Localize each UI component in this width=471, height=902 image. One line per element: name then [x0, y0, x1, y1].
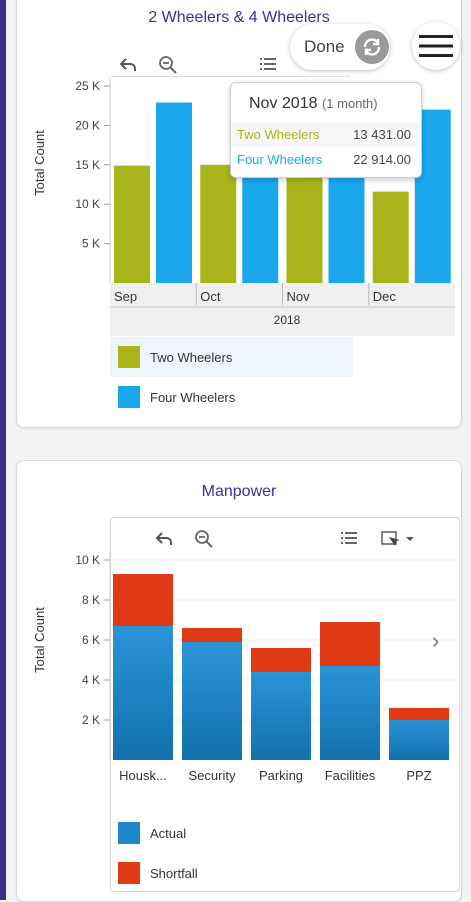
select-icon[interactable]: [378, 527, 418, 551]
y-tick-label: 4 K: [82, 673, 100, 687]
hamburger-menu-icon: [419, 35, 453, 57]
bar-shortfall: [251, 648, 311, 672]
refresh-icon[interactable]: [354, 30, 389, 64]
legend-item-four-wheelers[interactable]: Four Wheelers: [118, 386, 235, 408]
legend-item-two-wheelers[interactable]: Two Wheelers: [118, 346, 232, 368]
x-tick-label: Oct: [200, 289, 221, 304]
x-tick-label: PPZ: [406, 768, 431, 783]
done-button[interactable]: Done: [290, 24, 390, 70]
bar-actual: [251, 672, 311, 760]
y-tick-label: 15 K: [75, 158, 100, 172]
list-icon[interactable]: [337, 527, 361, 551]
legend-highlight: [110, 337, 353, 377]
menu-button[interactable]: [412, 22, 460, 70]
bar-two-wheelers: [372, 191, 409, 283]
chevron-right-icon[interactable]: ›: [432, 628, 440, 653]
bar-actual: [389, 720, 449, 760]
legend-label: Shortfall: [150, 865, 198, 881]
chart-tooltip: Nov 2018 (1 month) Two Wheelers 13 431.0…: [230, 82, 422, 178]
x-tick-label: Dec: [373, 289, 397, 304]
x-tick-label: Security: [189, 768, 236, 783]
y-tick-label: 5 K: [82, 237, 100, 251]
bar-two-wheelers: [114, 165, 150, 283]
y-tick-label: 10 K: [75, 553, 100, 567]
undo-icon[interactable]: [152, 527, 176, 551]
tooltip-series-name: Two Wheelers: [237, 127, 320, 142]
bar-shortfall: [320, 622, 380, 666]
tooltip-series-value: 22 914.00: [353, 152, 411, 167]
tooltip-series-value: 13 431.00: [353, 127, 411, 142]
y-axis-label: Total Count: [32, 130, 47, 196]
bar-four-wheelers: [242, 172, 279, 283]
x-tick-label: Facilities: [325, 768, 376, 783]
y-tick-label: 6 K: [82, 633, 100, 647]
chart-title: Manpower: [201, 483, 277, 500]
bar-shortfall: [389, 708, 449, 720]
bar-shortfall: [182, 628, 242, 642]
left-accent-stripe: [0, 0, 6, 900]
bar-four-wheelers: [156, 102, 192, 283]
bar-actual: [320, 666, 380, 760]
x-tick-label: Nov: [287, 289, 311, 304]
x-tick-label: Parking: [259, 768, 303, 783]
zoom-out-icon[interactable]: [156, 53, 180, 77]
tooltip-row-two-wheelers: Two Wheelers 13 431.00: [231, 123, 421, 147]
list-icon[interactable]: [256, 53, 280, 77]
legend-label: Actual: [150, 825, 187, 841]
y-tick-label: 20 K: [75, 118, 100, 132]
chart-title: 2 Wheelers & 4 Wheelers: [148, 9, 330, 26]
bar-actual: [182, 642, 242, 760]
tooltip-series-name: Four Wheelers: [237, 152, 323, 167]
legend-swatch: [118, 386, 140, 408]
manpower-chart[interactable]: 2 K 4 K 6 K 8 K 10 K Total Count Housk... Secur…: [0, 440, 471, 800]
legend-label: Two Wheelers: [150, 349, 233, 365]
tooltip-title: Nov 2018 (1 month): [249, 95, 378, 113]
tooltip-period: Nov 2018: [249, 95, 318, 112]
legend-label: Four Wheelers: [150, 389, 236, 405]
done-label: Done: [304, 37, 345, 56]
zoom-out-icon[interactable]: [192, 527, 216, 551]
tooltip-duration: (1 month): [321, 96, 378, 111]
legend-swatch: [118, 862, 140, 884]
y-tick-label: 25 K: [75, 79, 100, 93]
x-axis-label: 2018: [274, 313, 301, 327]
y-axis-label: Total Count: [32, 607, 47, 673]
bar-two-wheelers: [286, 177, 323, 283]
bar-shortfall: [113, 574, 173, 626]
x-tick-label: Sep: [114, 289, 137, 304]
x-tick-label: Housk...: [119, 768, 167, 783]
bar-actual: [113, 626, 173, 760]
legend-item-actual[interactable]: Actual: [118, 822, 186, 844]
tooltip-row-four-wheelers: Four Wheelers 22 914.00: [231, 148, 421, 172]
undo-icon[interactable]: [116, 53, 140, 77]
chart-frame-top: [110, 76, 350, 77]
legend-swatch: [118, 346, 140, 368]
y-tick-label: 2 K: [82, 713, 100, 727]
y-tick-label: 8 K: [82, 593, 100, 607]
legend-item-shortfall[interactable]: Shortfall: [118, 862, 198, 884]
legend-swatch: [118, 822, 140, 844]
y-tick-label: 10 K: [75, 197, 100, 211]
bar-two-wheelers: [200, 164, 237, 283]
